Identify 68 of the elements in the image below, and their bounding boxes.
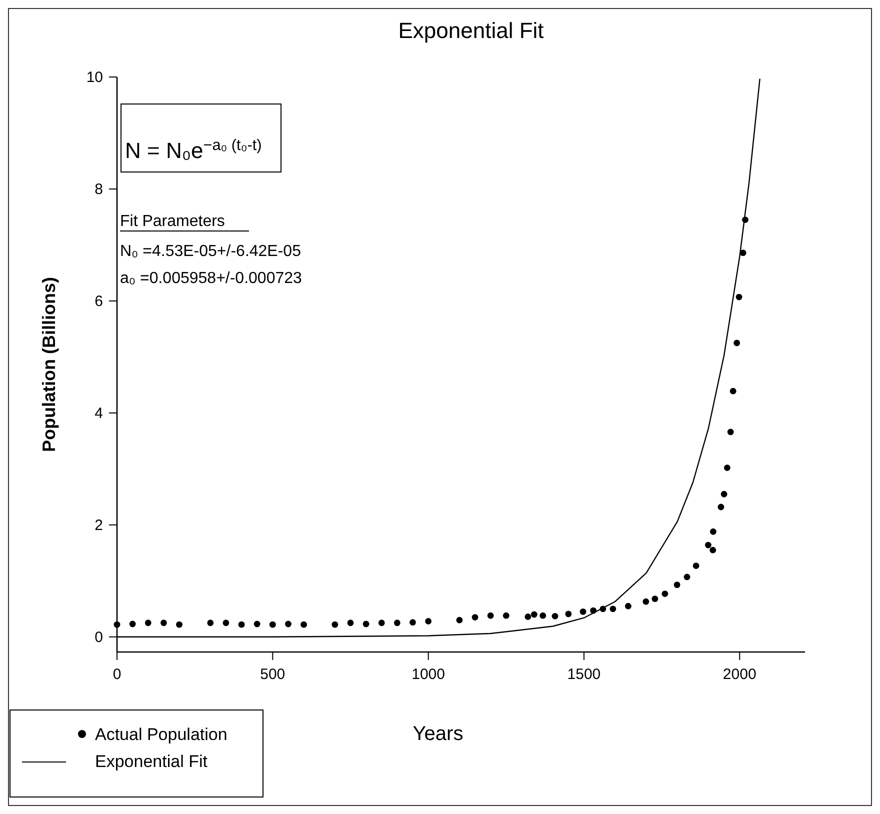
- point: [144, 620, 152, 626]
- point: [160, 620, 167, 626]
- point: [222, 620, 230, 626]
- point: [487, 612, 494, 619]
- point: [684, 574, 690, 580]
- annotation: N₀ =4.53E-05+/-6.42E-05: [120, 243, 302, 260]
- point: [176, 621, 182, 628]
- annotation: a₀ =0.005958+/-0.000723: [120, 270, 302, 287]
- point: [425, 618, 432, 624]
- x-tick-label: 1500: [567, 666, 601, 683]
- y-axis-title: Population (Billions): [39, 277, 59, 452]
- point: [734, 340, 740, 346]
- point: [129, 620, 136, 628]
- point: [540, 612, 546, 619]
- point: [724, 464, 730, 471]
- point: [456, 616, 463, 624]
- x-tick-label: 500: [260, 666, 286, 683]
- point: [285, 620, 292, 628]
- point: [652, 596, 658, 602]
- point: [530, 611, 538, 618]
- point: [720, 490, 728, 498]
- y-tick-label: 6: [94, 292, 103, 310]
- point: [269, 621, 276, 628]
- point: [347, 620, 354, 626]
- point: [710, 528, 716, 535]
- point: [114, 621, 120, 628]
- point: [410, 619, 416, 626]
- point: [394, 620, 400, 626]
- point: [238, 621, 245, 628]
- x-tick-label: 0: [112, 666, 122, 683]
- point: [736, 294, 742, 300]
- x-axis-title: Years: [412, 723, 464, 745]
- point: [254, 620, 260, 628]
- point: [692, 562, 700, 569]
- point: [552, 612, 558, 620]
- point: [565, 610, 572, 618]
- y-tick-label: 4: [94, 404, 103, 422]
- annotation: Fit Parameters: [120, 213, 225, 230]
- legend-label: Exponential Fit: [95, 752, 208, 771]
- point: [332, 621, 338, 628]
- chart-title: Exponential Fit: [398, 18, 544, 43]
- point: [730, 388, 736, 394]
- y-tick-label: 2: [94, 516, 103, 534]
- y-tick-label: 10: [86, 69, 103, 86]
- point: [300, 621, 307, 628]
- point: [710, 546, 716, 554]
- point: [378, 620, 385, 626]
- point: [580, 608, 586, 615]
- x-tick-label: 2000: [722, 666, 756, 683]
- point: [704, 542, 712, 548]
- point: [207, 620, 214, 626]
- point: [524, 614, 532, 620]
- point: [624, 602, 632, 610]
- point: [502, 612, 510, 619]
- point: [362, 620, 370, 628]
- y-tick-label: 0: [94, 628, 103, 646]
- point: [718, 504, 724, 510]
- point: [662, 590, 668, 597]
- point: [642, 598, 650, 605]
- x-tick-label: 1000: [412, 666, 445, 683]
- point: [727, 428, 734, 436]
- point: [610, 606, 616, 612]
- point: [674, 582, 680, 588]
- legend-label: Actual Population: [95, 725, 228, 744]
- y-tick-label: 8: [94, 180, 103, 198]
- point: [740, 250, 746, 256]
- point: [472, 614, 478, 620]
- annotation: N = N₀e$^{−a₀ (t₀-t)}$: [125, 136, 262, 163]
